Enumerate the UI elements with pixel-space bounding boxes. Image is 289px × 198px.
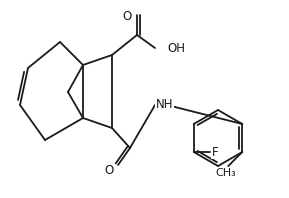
Text: O: O bbox=[123, 10, 132, 24]
Text: F: F bbox=[212, 146, 218, 159]
Text: OH: OH bbox=[167, 43, 185, 55]
Text: O: O bbox=[105, 164, 114, 176]
Text: CH₃: CH₃ bbox=[216, 168, 237, 178]
Text: NH: NH bbox=[156, 97, 173, 110]
